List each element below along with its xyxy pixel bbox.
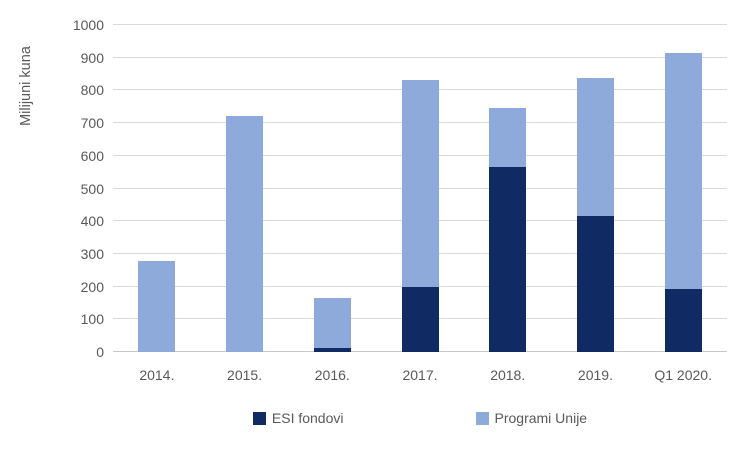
- bar-segment: [401, 79, 439, 288]
- x-label: 2016.: [314, 367, 350, 383]
- bar-segment: [401, 287, 439, 352]
- bar-slot-2015: [201, 25, 289, 352]
- x-label: 2017.: [402, 367, 438, 383]
- bar-slot-2019: [552, 25, 640, 352]
- y-axis-tick-labels: 0 100 200 300 400 500 600 700 800 900 1000: [42, 17, 104, 360]
- bar-segment: [664, 288, 702, 352]
- y-tick-label-0: 0: [96, 344, 104, 360]
- bar-segment: [489, 108, 527, 168]
- y-tick-label-600: 600: [80, 147, 104, 164]
- y-tick-label-300: 300: [80, 245, 104, 262]
- bar-slot-2017: [376, 25, 464, 352]
- y-tick-label-200: 200: [80, 278, 104, 295]
- bar-stack: [401, 79, 439, 352]
- legend-item: ESI fondovi: [252, 410, 344, 426]
- legend: ESI fondovi Programi Unije: [113, 410, 727, 426]
- bar-stack: [313, 298, 351, 352]
- legend-marker-icon: [252, 411, 266, 425]
- bar-segment: [313, 298, 351, 348]
- y-tick-label-100: 100: [80, 311, 104, 328]
- bar-segment: [489, 167, 527, 352]
- bar-slot-2016: [288, 25, 376, 352]
- y-tick-label-700: 700: [80, 115, 104, 132]
- bar-stack: [226, 115, 264, 352]
- x-axis-category-labels: 2014. 2015. 2016. 2017. 2018. 2019. Q1 2020.: [113, 367, 727, 383]
- bar-slot-2018: [464, 25, 552, 352]
- bar-segment: [226, 115, 264, 352]
- gridline-1000: [113, 24, 727, 25]
- bar-slot-Q12020: [639, 25, 727, 352]
- plot-area: [113, 24, 727, 352]
- bar-segment: [313, 347, 351, 352]
- bar-stack: [489, 108, 527, 352]
- x-label: 2019.: [577, 367, 613, 383]
- y-axis-title: Milijuni kuna: [18, 46, 34, 126]
- legend-item: Programi Unije: [475, 410, 588, 426]
- x-label: 2014.: [139, 367, 175, 383]
- x-label: 2015.: [227, 367, 263, 383]
- gridline-900: [113, 56, 727, 58]
- bar-stack: [576, 78, 614, 352]
- bar-stack: [664, 52, 702, 352]
- y-tick-label-400: 400: [80, 213, 104, 230]
- y-tick-label-1000: 1000: [72, 17, 104, 33]
- legend-marker-icon: [475, 411, 489, 425]
- y-tick-label-800: 800: [80, 82, 104, 99]
- bar-segment: [664, 52, 702, 289]
- y-tick-label-500: 500: [80, 180, 104, 197]
- x-label: Q1 2020.: [654, 367, 712, 383]
- bar-slot-2014: [113, 25, 201, 352]
- x-label: 2018.: [490, 367, 526, 383]
- legend-label: Programi Unije: [494, 410, 588, 426]
- legend-label: ESI fondovi: [271, 410, 344, 426]
- y-tick-label-900: 900: [80, 49, 104, 66]
- bar-stack: [138, 261, 176, 352]
- bar-segment: [576, 78, 614, 216]
- bar-segment: [576, 215, 614, 352]
- bar-segment: [138, 261, 176, 352]
- bars-row: [113, 25, 727, 352]
